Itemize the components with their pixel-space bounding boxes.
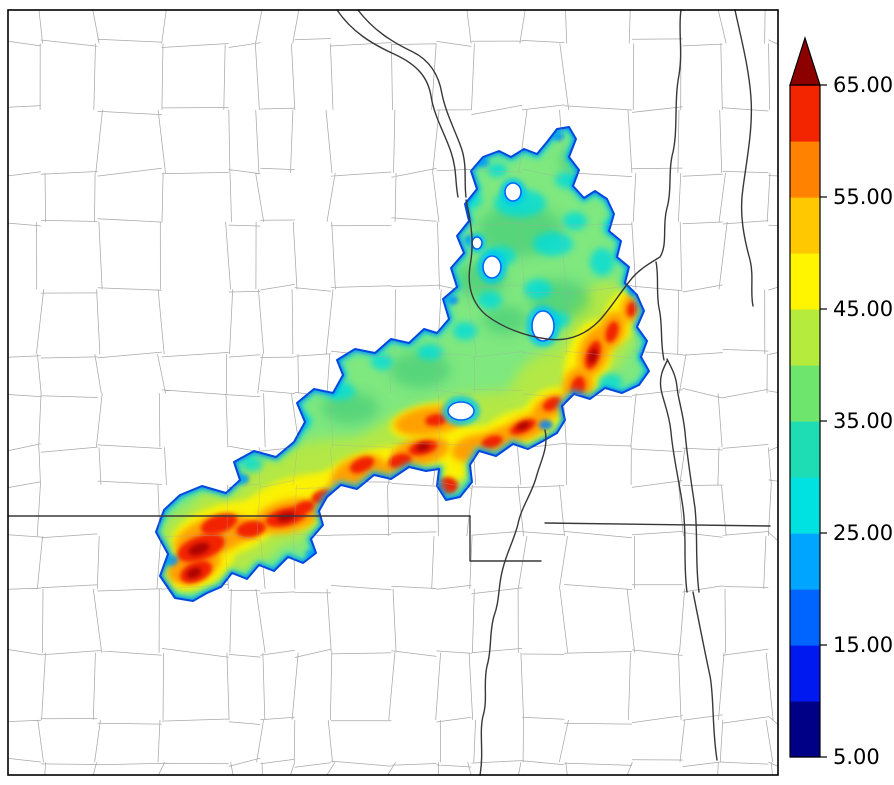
colorbar-segments (790, 85, 820, 758)
heat-region (155, 126, 650, 602)
river-lower-mississippi (479, 429, 547, 776)
colorbar: 65.00 55.00 45.00 35.00 25.00 15.00 5.00 (789, 36, 893, 769)
colorbar-tick-label: 15.00 (833, 633, 893, 657)
colorbar-tick-label: 25.00 (833, 521, 893, 545)
map-frame (7, 9, 779, 776)
no-data-holes (442, 178, 560, 426)
colorbar-over-arrow (789, 36, 821, 86)
colorbar-labels: 65.00 55.00 45.00 35.00 25.00 15.00 5.00 (833, 73, 893, 769)
lake-west-bank (659, 360, 688, 593)
lake-east-bank (666, 358, 700, 593)
colorbar-tick-label: 65.00 (833, 73, 893, 97)
state-and-river-boundaries (7, 9, 771, 776)
heat-patches-darkred (186, 348, 598, 579)
colorbar-ticks (820, 84, 827, 758)
state-border-horizontal-east (544, 522, 771, 527)
river-south-continuation (692, 591, 718, 761)
river-upper-west-bank (336, 9, 459, 198)
river-north-thin (655, 261, 665, 361)
colorbar-tick-label: 45.00 (833, 297, 893, 321)
colorbar-tick-label: 55.00 (833, 185, 893, 209)
river-ohio-wabash (465, 9, 682, 341)
colorbar-tick-label: 35.00 (833, 409, 893, 433)
colorbar-tick-label: 5.00 (833, 745, 880, 769)
river-upper-east-bank (357, 9, 467, 198)
state-border-bootheel (469, 515, 542, 562)
state-border-right-top (734, 9, 754, 307)
